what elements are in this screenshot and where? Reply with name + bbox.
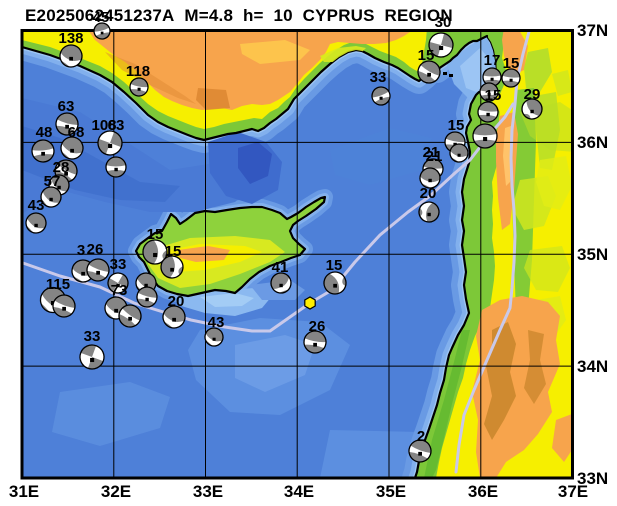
svg-text:29: 29 xyxy=(524,86,541,103)
svg-text:26: 26 xyxy=(87,241,104,258)
svg-text:138: 138 xyxy=(58,30,83,47)
svg-text:26: 26 xyxy=(309,318,326,335)
svg-text:30: 30 xyxy=(435,14,452,31)
svg-text:43: 43 xyxy=(208,314,225,331)
svg-text:33N: 33N xyxy=(577,469,608,488)
svg-text:41: 41 xyxy=(272,259,289,276)
svg-text:45: 45 xyxy=(93,9,110,26)
svg-text:43: 43 xyxy=(28,197,45,214)
svg-text:33: 33 xyxy=(84,328,101,345)
svg-text:118: 118 xyxy=(126,63,150,80)
svg-text:15: 15 xyxy=(147,226,164,243)
svg-text:28: 28 xyxy=(53,159,70,176)
svg-text:37N: 37N xyxy=(577,21,608,40)
svg-text:21: 21 xyxy=(423,144,440,161)
svg-text:33: 33 xyxy=(110,256,127,273)
svg-text:17: 17 xyxy=(484,52,501,69)
svg-text:63: 63 xyxy=(108,117,125,134)
svg-text:57: 57 xyxy=(44,173,61,190)
svg-text:34E: 34E xyxy=(284,482,314,501)
svg-text:36N: 36N xyxy=(577,133,608,152)
svg-text:63: 63 xyxy=(58,98,75,115)
svg-text:15: 15 xyxy=(503,55,520,72)
svg-text:21: 21 xyxy=(426,148,443,165)
svg-text:15: 15 xyxy=(165,243,182,260)
svg-text:36E: 36E xyxy=(468,482,498,501)
svg-text:37E: 37E xyxy=(558,482,588,501)
svg-text:115: 115 xyxy=(46,276,70,293)
svg-text:15: 15 xyxy=(326,257,343,274)
svg-text:35N: 35N xyxy=(577,245,608,264)
svg-text:15: 15 xyxy=(485,87,502,104)
svg-text:20: 20 xyxy=(168,293,185,310)
svg-text:34N: 34N xyxy=(577,357,608,376)
svg-text:35E: 35E xyxy=(376,482,406,501)
svg-text:2: 2 xyxy=(417,428,425,445)
svg-text:3: 3 xyxy=(77,242,85,259)
svg-text:20: 20 xyxy=(420,185,437,202)
svg-text:33E: 33E xyxy=(193,482,223,501)
svg-text:33: 33 xyxy=(370,69,387,86)
svg-text:31E: 31E xyxy=(9,482,39,501)
svg-text:68: 68 xyxy=(68,124,85,141)
svg-text:E2025062451237A M=4.8 h= 10: E2025062451237A M=4.8 h= 10 CYPRUS REGIO… xyxy=(25,6,453,25)
svg-text:48: 48 xyxy=(36,124,53,141)
svg-text:15: 15 xyxy=(448,117,465,134)
svg-text:32E: 32E xyxy=(101,482,131,501)
svg-text:15: 15 xyxy=(418,47,435,64)
svg-text:73: 73 xyxy=(111,282,128,299)
svg-text:108: 108 xyxy=(91,117,116,134)
